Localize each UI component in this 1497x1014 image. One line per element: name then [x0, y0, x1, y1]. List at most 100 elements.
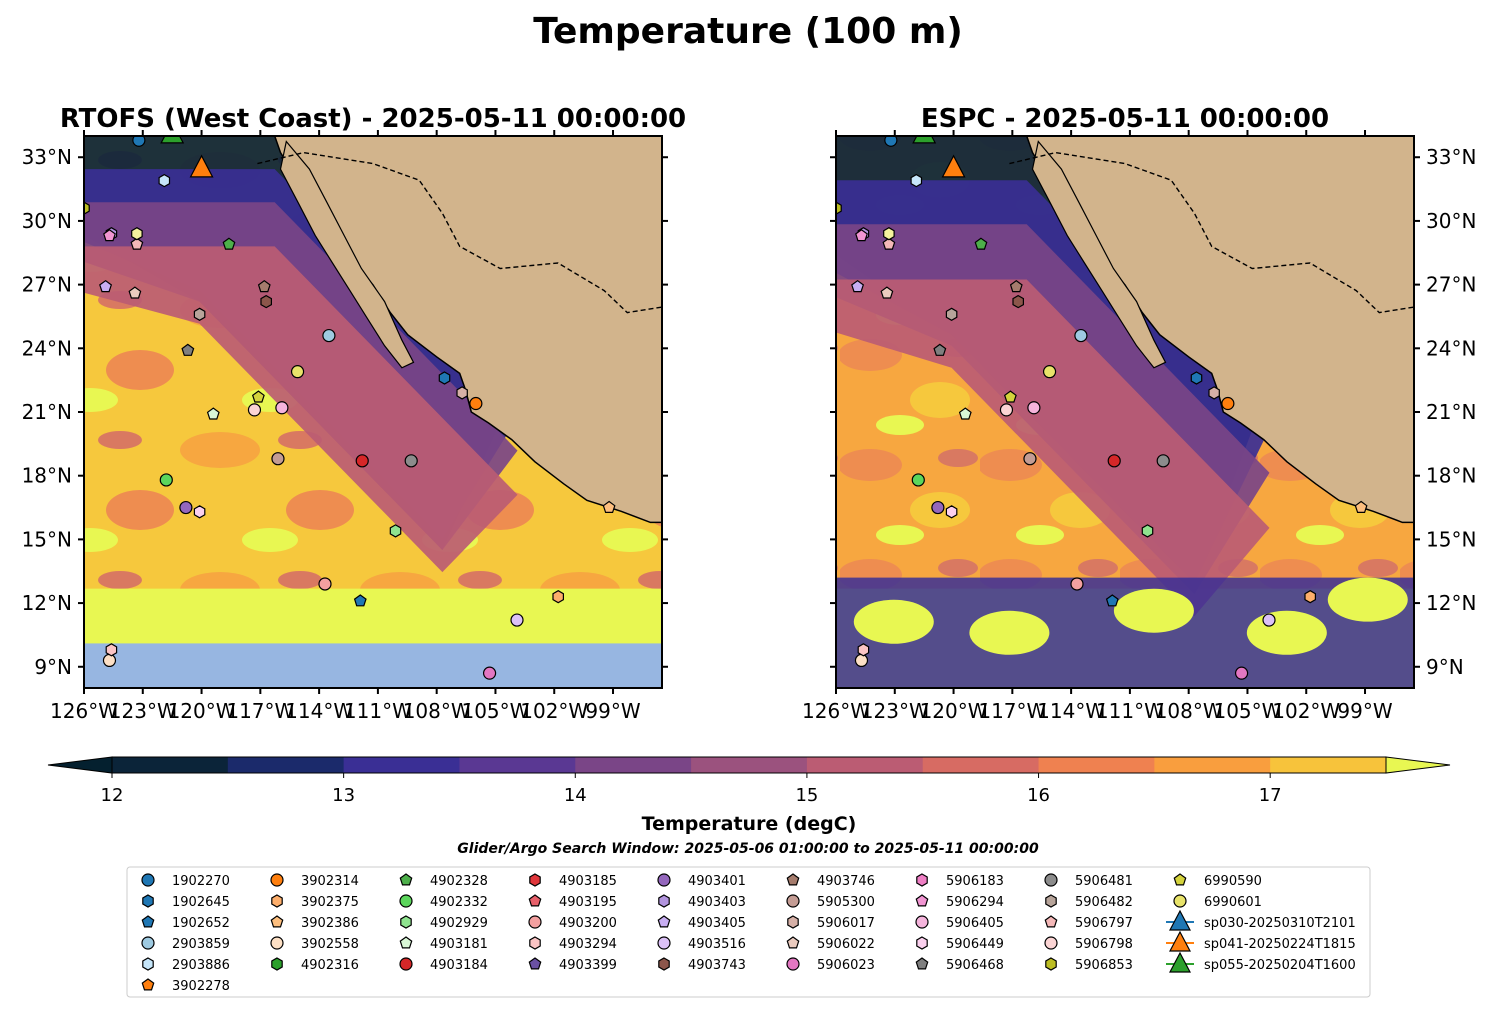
country-border [1009, 151, 1414, 314]
legend-marker [399, 894, 413, 908]
legend-marker [271, 894, 283, 908]
float-marker [482, 666, 497, 680]
legend-label: 5906449 [946, 937, 1004, 952]
float-marker [206, 407, 220, 420]
float-marker [958, 407, 972, 420]
colorbar-tick-label: 14 [564, 785, 587, 806]
float-marker [1221, 396, 1235, 411]
colorbar-tick-label: 16 [1027, 785, 1050, 806]
legend-label: 4903185 [559, 874, 617, 889]
y-tick-label: 9°N [34, 655, 72, 679]
float-marker [1070, 577, 1084, 591]
float-marker [318, 577, 332, 591]
legend-label: 5906017 [817, 916, 875, 931]
float-marker [290, 365, 305, 379]
float-marker [945, 307, 958, 321]
no-data-region [84, 643, 662, 688]
colorbar-segment [1038, 757, 1155, 773]
x-tick-label: 123°W [861, 699, 929, 723]
float-marker [179, 500, 193, 515]
x-tick-label: 102°W [1272, 699, 1340, 723]
map-title: RTOFS (West Coast) - 2025-05-11 00:00:00 [60, 104, 686, 134]
float-marker [1156, 454, 1170, 468]
legend-label: 5906294 [946, 895, 1004, 910]
x-tick-label: 114°W [285, 699, 353, 723]
legend-label: 4902328 [430, 874, 488, 889]
float-marker [1003, 390, 1017, 403]
legend-label: sp041-20250224T1815 [1204, 937, 1356, 952]
map-title: ESPC - 2025-05-11 00:00:00 [921, 104, 1329, 134]
float-marker [945, 505, 958, 519]
legend-marker [1173, 894, 1187, 908]
legend-label: 3902314 [301, 874, 359, 889]
float-marker [322, 328, 336, 343]
colorbar-extend-low [47, 756, 113, 774]
legend-frame [126, 866, 1371, 998]
legend-label: 1902270 [172, 874, 230, 889]
float-marker [883, 227, 895, 241]
legend-glider-marker [1169, 930, 1191, 952]
legend-label: 4902929 [430, 916, 488, 931]
x-tick-label: 117°W [978, 699, 1046, 723]
legend-marker [787, 915, 799, 929]
float-marker [1009, 279, 1023, 293]
colorbar-segment [112, 757, 229, 773]
colorbar-tick-label: 12 [101, 785, 124, 806]
legend-marker [1045, 894, 1057, 908]
map-plot: 126°W123°W120°W117°W114°W111°W108°W105°W… [22, 130, 668, 723]
y-tick-label: 18°N [1426, 464, 1476, 488]
float-marker [275, 401, 289, 415]
float-marker [1141, 524, 1154, 538]
y-tick-label: 15°N [22, 527, 72, 551]
float-marker [102, 653, 117, 668]
legend-marker [1044, 936, 1058, 950]
x-tick-label: 126°W [50, 699, 118, 723]
legend-label: 5906797 [1075, 916, 1133, 931]
colorbar-tick-label: 15 [795, 785, 818, 806]
legend-marker [1044, 873, 1058, 887]
float-marker [1012, 294, 1024, 309]
legend-marker [1045, 957, 1057, 971]
float-marker [1234, 666, 1249, 680]
legend-label: 4903401 [688, 874, 746, 889]
legend-label: 5906482 [1075, 895, 1133, 910]
x-tick-label: 114°W [1037, 699, 1105, 723]
colorbar-segment [922, 757, 1040, 773]
legend-marker [270, 873, 284, 887]
x-tick-label: 120°W [168, 699, 236, 723]
legend-label: 4903743 [688, 958, 746, 973]
x-tick-label: 108°W [403, 699, 471, 723]
legend-marker [528, 957, 542, 970]
legend-label: 5906468 [946, 958, 1004, 973]
float-marker [1262, 613, 1276, 627]
float-marker [836, 201, 842, 215]
warm-water-eddy [1246, 610, 1327, 655]
legend-marker [529, 936, 541, 950]
colorbar-segment [227, 757, 345, 773]
y-tick-label: 27°N [22, 273, 72, 297]
float-marker [159, 473, 173, 487]
y-tick-label: 33°N [1426, 145, 1476, 169]
legend-label: 3902278 [172, 979, 230, 994]
legend-marker [528, 894, 542, 907]
legend-label: 4902316 [301, 958, 359, 973]
map-panel-espc: ESPC - 2025-05-11 00:00:00 126°W123°W120… [802, 104, 1476, 723]
float-marker [552, 590, 564, 604]
colorbar-segment [1154, 757, 1271, 773]
float-marker [132, 136, 146, 147]
float-marker [260, 294, 272, 309]
float-marker [880, 286, 894, 299]
colorbar-segment [1270, 757, 1387, 773]
legend-marker [142, 894, 154, 908]
float-marker [131, 227, 143, 241]
baja-peninsula [1031, 140, 1167, 369]
float-marker [882, 237, 896, 250]
legend-marker [142, 957, 154, 971]
y-tick-label: 15°N [1426, 527, 1476, 551]
legend-label: 2903886 [172, 958, 230, 973]
legend-marker [658, 957, 670, 971]
glider-marker [941, 154, 966, 178]
glider-marker [160, 136, 185, 144]
legend-label: 5906798 [1075, 937, 1133, 952]
legend-marker [270, 936, 284, 950]
